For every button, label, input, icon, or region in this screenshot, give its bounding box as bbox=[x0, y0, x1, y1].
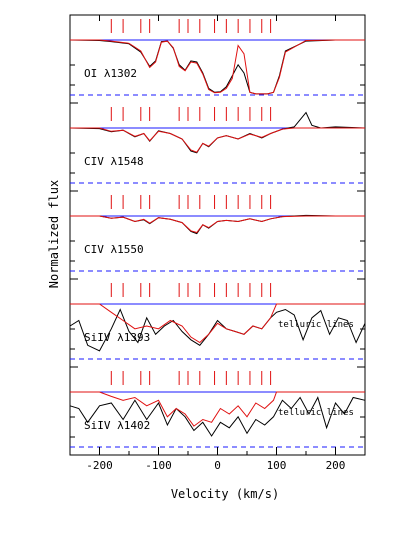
plot-frame bbox=[69, 14, 366, 456]
panel-label: CIV λ1550 bbox=[84, 243, 144, 256]
observed-spectrum bbox=[69, 111, 366, 154]
panels-layer: OI λ1302 CIV λ1548 CIV λ1550 SiIV λ1393 tell… bbox=[69, 14, 366, 456]
model-spectrum bbox=[70, 215, 365, 234]
model-spectrum bbox=[70, 303, 365, 344]
telluric-annotation: telluric lines bbox=[278, 320, 354, 330]
y-axis-label: Normalized flux bbox=[47, 180, 61, 288]
model-spectrum bbox=[70, 39, 365, 95]
observed-spectrum bbox=[69, 308, 366, 352]
x-tick-label: 200 bbox=[326, 459, 346, 472]
model-spectrum bbox=[70, 127, 365, 153]
x-tick-label: 0 bbox=[214, 459, 221, 472]
panel-5: SiIV λ1402 telluric lines bbox=[69, 366, 366, 448]
panel-label: SiIV λ1402 bbox=[84, 419, 150, 432]
model-spectrum bbox=[70, 391, 365, 427]
x-tick-label: 100 bbox=[267, 459, 287, 472]
panel-4: SiIV λ1393 telluric lines bbox=[69, 278, 366, 360]
panel-label: OI λ1302 bbox=[84, 67, 137, 80]
panel-label: CIV λ1548 bbox=[84, 155, 144, 168]
observed-spectrum bbox=[69, 396, 366, 437]
telluric-annotation: telluric lines bbox=[278, 408, 354, 418]
x-tick-labels: -200 -100 0 100 200 bbox=[69, 15, 366, 472]
panel-3: CIV λ1550 bbox=[70, 190, 365, 272]
panel-2: CIV λ1548 bbox=[69, 102, 366, 184]
panel-1: OI λ1302 bbox=[69, 19, 365, 96]
x-tick-label: -100 bbox=[145, 459, 172, 472]
panel-label: SiIV λ1393 bbox=[84, 331, 150, 344]
x-tick-label: -200 bbox=[86, 459, 113, 472]
x-axis-label: Velocity (km/s) bbox=[171, 487, 279, 501]
